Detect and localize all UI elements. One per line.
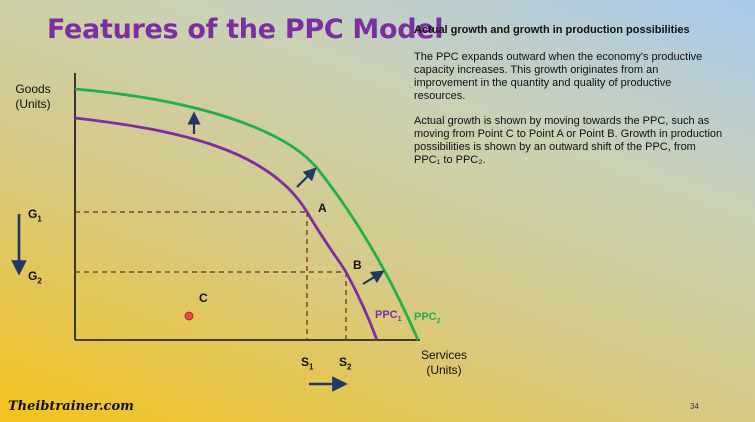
x-axis-label-line2: (Units): [426, 363, 462, 377]
page-number: 34: [690, 402, 699, 411]
y-axis-label: Goods (Units): [8, 82, 58, 112]
g1-label: G1: [28, 207, 42, 224]
ppc2-label: PPC2: [414, 311, 441, 326]
x-axis-label: Services (Units): [412, 348, 476, 378]
g2-label: G2: [28, 269, 42, 286]
explanation-heading: Actual growth and growth in production p…: [414, 24, 690, 36]
slide-title: Features of the PPC Model: [47, 14, 444, 45]
point-a-label: A: [318, 201, 327, 215]
x-axis-label-line1: Services: [420, 348, 467, 362]
ppc1-label: PPC1: [375, 309, 402, 324]
explanation-paragraph-2: Actual growth is shown by moving towards…: [414, 115, 723, 166]
s2-label: S2: [339, 355, 352, 372]
shift-arrow-diagonal-icon: [296, 167, 317, 188]
point-c-label: C: [199, 291, 208, 305]
explanation-panel: Actual growth and growth in production p…: [414, 24, 724, 179]
brand-logo: Theibtrainer.com: [8, 399, 134, 414]
y-axis-label-line1: Goods: [15, 82, 51, 96]
y-axis-label-line2: (Units): [15, 97, 51, 111]
s1-label: S1: [301, 355, 314, 372]
point-b-label: B: [353, 258, 362, 272]
point-c-marker: [184, 311, 194, 321]
ppc1-curve: [74, 116, 379, 341]
explanation-paragraph-1: The PPC expands outward when the economy…: [414, 51, 703, 102]
ppc2-curve: [74, 87, 420, 341]
shift-arrow-right-diagonal-icon: [362, 270, 385, 285]
